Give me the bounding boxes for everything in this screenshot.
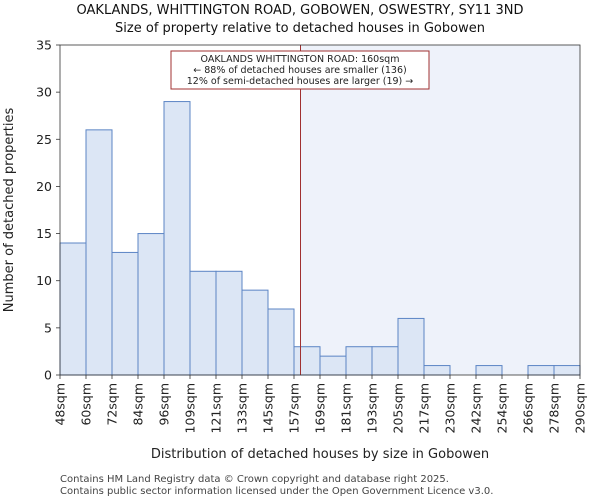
bar-181sqm [345,346,373,376]
x-tick-label: 133sqm [235,383,250,433]
y-tick-label: 5 [44,320,52,335]
y-tick-label: 35 [36,38,52,53]
bar-157sqm [293,346,321,376]
bar-109sqm [189,270,217,376]
footer-line-2: Contains public sector information licen… [60,486,493,497]
x-tick-label: 230sqm [443,383,458,433]
annotation-box: OAKLANDS WHITTINGTON ROAD: 160sqm ← 88% … [170,50,430,90]
annotation-line-1: OAKLANDS WHITTINGTON ROAD: 160sqm [201,54,400,65]
bar-205sqm [397,317,425,376]
y-axis-label: Number of detached properties [2,108,17,313]
annotation-line-3: 12% of semi-detached houses are larger (… [187,76,414,87]
y-tick-label: 20 [36,179,52,194]
x-tick-label: 72sqm [105,383,120,426]
x-tick-label: 121sqm [209,383,224,433]
x-tick-label: 181sqm [339,383,354,433]
x-tick-label: 84sqm [131,383,146,426]
x-tick-label: 193sqm [365,383,380,433]
bar-278sqm [553,365,581,376]
x-tick-label: 205sqm [391,383,406,433]
bar-84sqm [137,233,165,376]
y-tick-label: 25 [36,132,52,147]
x-tick-label: 96sqm [157,383,172,426]
y-tick-label: 30 [36,85,52,100]
x-tick-label: 109sqm [183,383,198,433]
bar-60sqm [85,129,113,376]
y-tick-label: 15 [36,226,52,241]
bar-133sqm [241,289,269,376]
bar-48sqm [59,242,87,376]
x-tick-label: 157sqm [287,383,302,433]
bar-266sqm [527,365,555,376]
x-tick-label: 169sqm [313,383,328,433]
x-tick-label: 48sqm [53,383,68,426]
x-tick-label: 266sqm [521,383,536,433]
bar-242sqm [475,365,503,376]
bar-121sqm [215,270,243,376]
x-tick-label: 60sqm [79,383,94,426]
bars [59,101,581,376]
larger-region-shade [300,45,580,375]
bar-72sqm [111,251,139,376]
y-tick-label: 0 [44,368,52,383]
bar-217sqm [423,365,451,376]
x-tick-label: 290sqm [573,383,588,433]
x-tick-label: 278sqm [547,383,562,433]
x-tick-label: 145sqm [261,383,276,433]
annotation-frame [170,50,430,90]
bar-193sqm [371,346,399,376]
x-tick-label: 217sqm [417,383,432,433]
bar-145sqm [267,308,295,376]
x-tick-label: 254sqm [495,383,510,433]
x-axis: 48sqm 60sqm 72sqm 84sqm 96sqm 109sqm 121sqm 133… [53,375,588,433]
chart-title: OAKLANDS, WHITTINGTON ROAD, GOBOWEN, OSW… [77,3,524,18]
x-tick-label: 242sqm [469,383,484,433]
bar-169sqm [319,355,347,376]
y-axis: 0 5 10 15 20 25 30 35 [36,38,60,383]
y-tick-label: 10 [36,273,52,288]
bar-96sqm [163,101,191,376]
annotation-line-2: ← 88% of detached houses are smaller (13… [193,65,406,76]
footer-line-1: Contains HM Land Registry data © Crown c… [60,474,449,485]
x-axis-label: Distribution of detached houses by size … [151,447,489,462]
chart-subtitle: Size of property relative to detached ho… [115,21,485,36]
